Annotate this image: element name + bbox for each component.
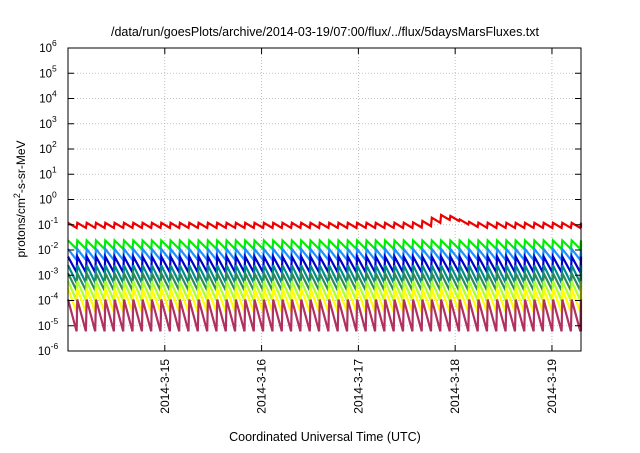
chart-title: /data/run/goesPlots/archive/2014-03-19/0…	[111, 25, 540, 39]
x-tick-label: 2014-3-15	[158, 359, 172, 414]
y-tick-label: 105	[39, 63, 57, 80]
y-tick-label: 106	[39, 38, 57, 55]
flux-series-line-1	[67, 213, 583, 230]
x-tick-label: 2014-3-16	[255, 359, 269, 414]
y-tick-label: 10-2	[38, 240, 59, 257]
x-tick-label: 2014-3-19	[545, 359, 559, 414]
flux-series-line-2	[67, 237, 583, 252]
x-tick-label: 2014-3-18	[448, 359, 462, 414]
y-tick-label: 10-1	[38, 215, 59, 232]
y-axis-label: protons/cm2-s-sr-MeV	[12, 140, 28, 257]
y-tick-label: 104	[39, 89, 57, 106]
y-tick-label: 10-4	[38, 291, 59, 308]
flux-series-line-4	[67, 252, 583, 277]
x-tick-label: 2014-3-17	[351, 359, 365, 414]
y-tick-label: 10-6	[38, 341, 59, 358]
y-tick-label: 101	[39, 164, 57, 181]
flux-series-line-9	[66, 299, 583, 332]
y-tick-label: 100	[39, 190, 57, 207]
y-tick-label: 10-5	[38, 316, 59, 333]
y-tick-label: 102	[39, 139, 57, 156]
x-axis-label: Coordinated Universal Time (UTC)	[229, 430, 421, 444]
y-tick-label: 10-3	[38, 265, 59, 282]
y-tick-label: 103	[39, 114, 57, 131]
